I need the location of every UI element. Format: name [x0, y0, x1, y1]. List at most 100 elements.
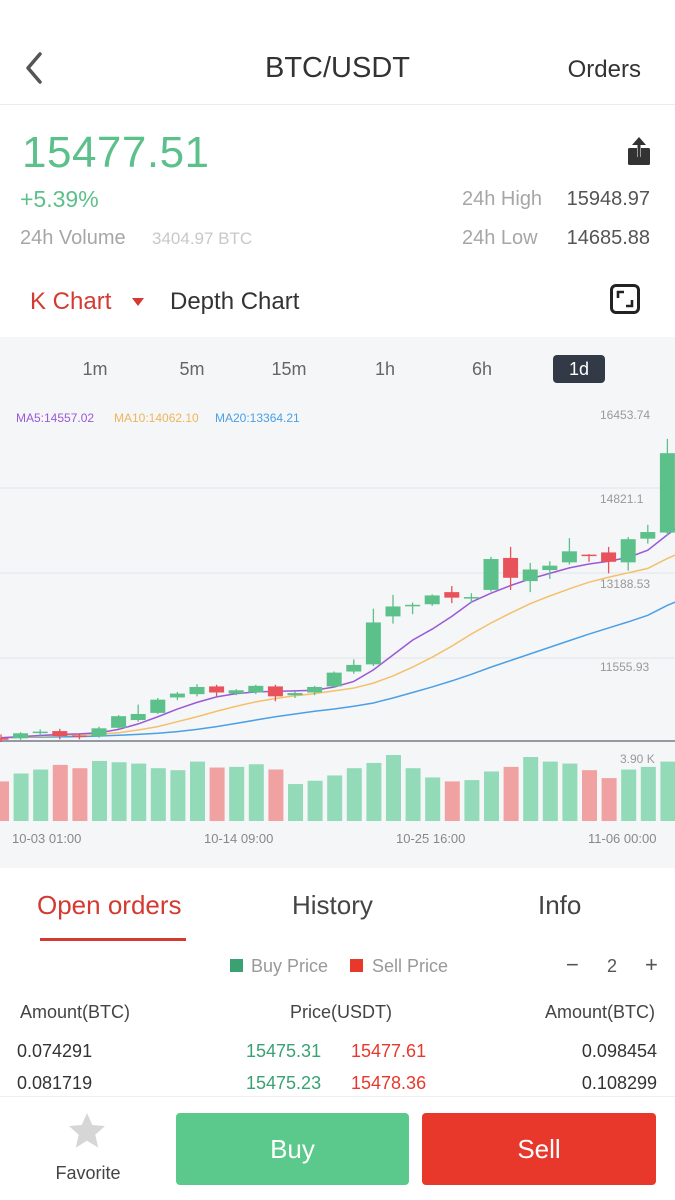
expand-icon[interactable] [610, 284, 640, 314]
volume-label: 24h Volume [20, 227, 126, 249]
volume-bar [660, 761, 675, 821]
buy-button[interactable]: Buy [176, 1113, 409, 1185]
volume-bar [307, 780, 323, 821]
active-tab-indicator [40, 938, 186, 941]
page-title: BTC/USDT [265, 52, 410, 84]
candle-body [385, 606, 401, 617]
ma10-line [0, 554, 675, 739]
plus-icon[interactable]: + [645, 952, 658, 977]
volume-bar [288, 784, 303, 821]
precision-value: 2 [607, 956, 618, 976]
volume-bar [131, 763, 147, 821]
tab-info[interactable]: Info [538, 890, 582, 920]
candle-body [287, 693, 303, 696]
candle-body [169, 693, 185, 698]
interval-1m[interactable]: 1m [82, 359, 108, 379]
volume-bar [346, 768, 362, 821]
top-bar: BTC/USDT Orders [0, 0, 675, 105]
favorite-label[interactable]: Favorite [55, 1163, 121, 1183]
minus-icon[interactable]: − [566, 952, 579, 977]
x-tick-label: 11-06 00:00 [588, 831, 657, 846]
candle-body [91, 728, 107, 737]
volume-bar [111, 762, 127, 821]
ma10-label: MA10:14062.10 [114, 411, 199, 425]
last-price: 15477.51 [22, 128, 210, 177]
y-tick-label: 11555.93 [600, 660, 649, 674]
buy-price[interactable]: 15475.23 [246, 1073, 322, 1093]
orders-link[interactable]: Orders [567, 56, 641, 83]
buy-legend-swatch [230, 959, 243, 972]
volume-bar [0, 781, 9, 821]
tab-depth-chart[interactable]: Depth Chart [170, 288, 300, 315]
candle-body [52, 731, 68, 737]
candle-body [326, 672, 342, 687]
volume-bar [248, 764, 264, 821]
volume-bar [503, 766, 519, 821]
high-value: 15948.97 [566, 188, 650, 210]
interval-6h[interactable]: 6h [471, 359, 493, 379]
volume-bar [170, 770, 186, 821]
candle-body [228, 690, 244, 694]
buy-legend-label: Buy Price [251, 956, 329, 976]
order-book-legend: Buy Price Sell Price − 2 + [0, 948, 675, 984]
sell-price[interactable]: 15478.36 [351, 1073, 427, 1093]
share-icon[interactable] [624, 137, 654, 167]
volume-bar [425, 777, 441, 821]
col-amount-right: Amount(BTC) [544, 1002, 655, 1022]
low-value: 14685.88 [566, 227, 650, 249]
volume-bar [386, 755, 401, 821]
sell-price[interactable]: 15477.61 [351, 1041, 427, 1061]
interval-5m[interactable]: 5m [179, 359, 205, 379]
candle-body [561, 551, 577, 563]
volume-bar [366, 762, 382, 821]
interval-1h[interactable]: 1h [374, 359, 396, 379]
buy-price[interactable]: 15475.31 [246, 1041, 322, 1061]
volume-bar [464, 780, 480, 821]
candle-body [307, 686, 323, 693]
bottom-action-bar: Favorite Buy Sell [0, 1096, 675, 1200]
volume-bar [52, 764, 68, 821]
tab-history[interactable]: History [292, 890, 373, 920]
y-tick-label: 14821.1 [600, 492, 644, 506]
candle-body [71, 735, 87, 737]
volume-bar [92, 760, 107, 821]
volume-bar [444, 781, 460, 821]
x-tick-label: 10-03 01:00 [12, 831, 82, 846]
candle-body [32, 731, 48, 734]
volume-value: 3404.97 BTC [152, 229, 253, 248]
volume-bar [72, 768, 88, 821]
col-amount-left: Amount(BTC) [20, 1002, 131, 1022]
buy-amount: 0.081719 [17, 1073, 93, 1093]
k-chart[interactable]: 16453.74 14821.1 13188.53 11555.93 3.90 K MA… [0, 403, 675, 868]
volume-bar [268, 769, 284, 821]
chart-type-tabs: K Chart Depth Chart [0, 282, 675, 326]
volume-bar [150, 768, 166, 821]
volume-bar [33, 769, 49, 821]
order-tabs: Open orders History Info [0, 868, 675, 948]
candle-body [0, 738, 9, 740]
candle-body [209, 686, 225, 693]
volume-bar [640, 766, 656, 821]
volume-bar [542, 761, 558, 821]
tab-k-chart[interactable]: K Chart [30, 288, 112, 315]
volume-bar [209, 767, 225, 821]
candlestick-chart[interactable]: 16453.74 14821.1 13188.53 11555.93 3.90 K [0, 403, 675, 868]
sell-button[interactable]: Sell [422, 1113, 656, 1185]
candle-body [463, 597, 479, 599]
buy-amount: 0.074291 [17, 1041, 93, 1061]
interval-1d[interactable]: 1d [553, 355, 605, 383]
candle-body [601, 552, 617, 562]
star-icon[interactable] [67, 1111, 107, 1151]
volume-bar [484, 771, 499, 821]
caret-down-icon[interactable] [132, 298, 144, 306]
volume-bar [562, 763, 578, 821]
volume-bar [405, 768, 421, 821]
tab-open-orders[interactable]: Open orders [37, 890, 182, 920]
ma5-line [0, 528, 675, 739]
candle-body [150, 699, 166, 713]
interval-15m[interactable]: 15m [271, 359, 307, 379]
chevron-left-icon[interactable] [18, 48, 52, 88]
x-tick-label: 10-14 09:00 [204, 831, 274, 846]
sell-amount: 0.108299 [581, 1073, 657, 1093]
volume-bar [327, 775, 343, 821]
